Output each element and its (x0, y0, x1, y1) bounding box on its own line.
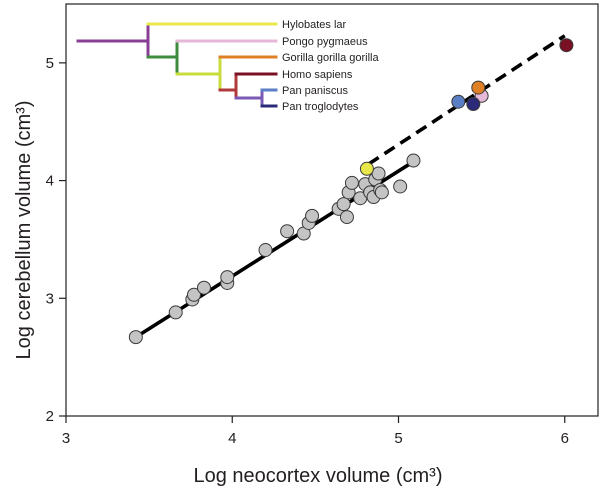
data-points (128, 38, 574, 345)
plot-frame (65, 3, 599, 417)
x-tick-label: 4 (228, 430, 236, 447)
y-tick-label: 2 (46, 408, 54, 425)
data-point (187, 287, 202, 302)
phylogeny-legend: Hylobates lar Pongo pygmaeus Gorilla goril… (76, 19, 379, 113)
data-point-hylobates-lar (359, 161, 374, 176)
data-point (406, 153, 421, 168)
y-tick-label: 5 (46, 55, 54, 72)
legend-label-gorilla-gorilla-gorilla: Gorilla gorilla gorilla (282, 52, 379, 64)
y-tick-label: 4 (46, 173, 54, 190)
data-point (344, 175, 359, 190)
data-point (258, 243, 273, 258)
data-point (336, 197, 351, 212)
x-tick-label: 3 (62, 430, 70, 447)
data-point (220, 270, 235, 285)
x-tick-label: 5 (394, 430, 402, 447)
data-point (371, 166, 386, 181)
x-axis-title: Log neocortex volume (cm³) (194, 465, 443, 487)
y-axis-title: Log cerebellum volume (cm³) (13, 101, 35, 360)
data-point (339, 210, 354, 225)
legend-label-pan-troglodytes: Pan troglodytes (282, 101, 359, 113)
data-point (168, 305, 183, 320)
data-point (280, 224, 295, 239)
data-point (128, 330, 143, 345)
legend-label-pongo-pygmaeus: Pongo pygmaeus (282, 36, 368, 48)
data-point (374, 185, 389, 200)
data-point-homo-sapiens (559, 38, 574, 53)
legend-label-hylobates-lar: Hylobates lar (282, 19, 347, 31)
data-point-pan-paniscus (451, 94, 466, 109)
data-point (305, 208, 320, 223)
data-point (393, 179, 408, 194)
data-point-pan-troglodytes (466, 97, 481, 112)
y-tick-label: 3 (46, 290, 54, 307)
data-point (196, 280, 211, 295)
data-point-gorilla-gorilla-gorilla (471, 80, 486, 95)
regression-line-extrapolated (367, 34, 566, 166)
x-tick-label: 6 (561, 430, 569, 447)
legend-label-homo-sapiens: Homo sapiens (282, 69, 353, 81)
legend-label-pan-paniscus: Pan paniscus (282, 85, 349, 97)
